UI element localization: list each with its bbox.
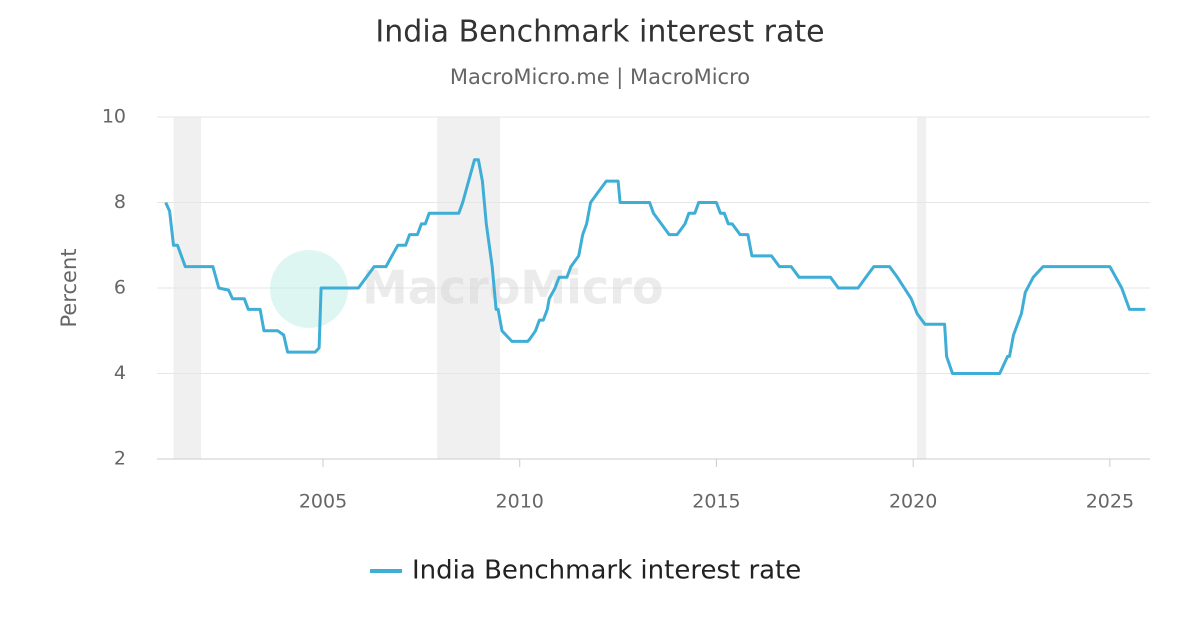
watermark: MacroMicro — [270, 250, 663, 328]
watermark-icon — [270, 250, 348, 328]
legend-label[interactable]: India Benchmark interest rate — [412, 556, 801, 586]
x-tick-label: 2010 — [496, 491, 544, 513]
chart-title: India Benchmark interest rate — [375, 15, 824, 50]
chart-subtitle: MacroMicro.me | MacroMicro — [450, 65, 750, 90]
grid-layer: 2 4 6 8 10 2005 2010 2015 2020 2025 — [102, 106, 1150, 513]
data-line — [164, 158, 1146, 375]
y-tick-label: 4 — [114, 362, 126, 384]
y-tick-label: 10 — [102, 106, 126, 128]
x-tick-label: 2020 — [889, 491, 937, 513]
watermark-text: MacroMicro — [362, 261, 663, 315]
y-axis-label: Percent — [57, 248, 81, 327]
plot-layer — [164, 158, 1146, 375]
y-tick-label: 8 — [114, 191, 126, 213]
x-tick-label: 2015 — [692, 491, 740, 513]
y-tick-label: 2 — [114, 448, 126, 470]
x-tick-label: 2025 — [1086, 491, 1134, 513]
y-tick-label: 6 — [114, 277, 126, 299]
legend[interactable]: India Benchmark interest rate — [370, 556, 801, 586]
x-tick-label: 2005 — [299, 491, 347, 513]
